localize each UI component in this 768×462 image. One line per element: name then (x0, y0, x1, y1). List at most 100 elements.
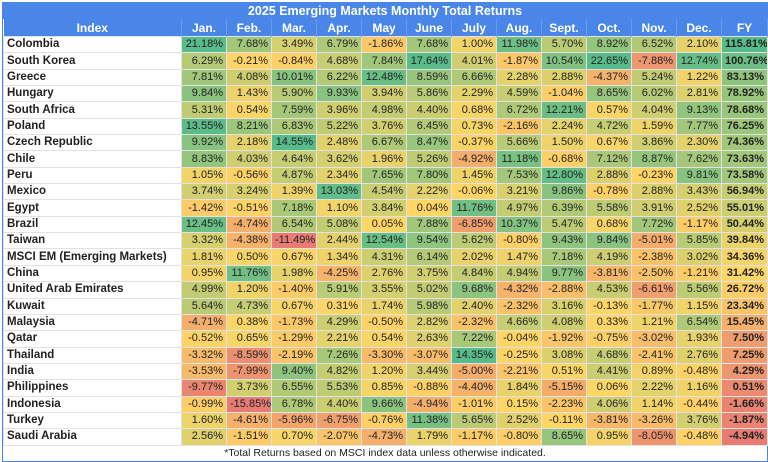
monthly-return-cell: 2.02% (451, 248, 497, 266)
monthly-return-cell: 3.24% (226, 183, 272, 201)
column-header-sept: Sept. (541, 19, 587, 37)
monthly-return-cell: 5.08% (316, 215, 362, 234)
column-header-nov: Nov. (631, 19, 677, 37)
monthly-return-cell: -4.61% (226, 411, 272, 430)
monthly-return-cell: 14.55% (271, 134, 317, 152)
monthly-return-cell: 5.31% (181, 101, 227, 119)
monthly-return-cell: -0.75% (586, 330, 632, 348)
monthly-return-cell: 0.54% (361, 330, 407, 348)
row-label: Egypt (3, 199, 182, 217)
monthly-return-cell: 0.54% (226, 101, 272, 119)
monthly-return-cell: 2.18% (226, 134, 272, 152)
monthly-return-cell: -2.32% (496, 297, 542, 315)
monthly-return-cell: 7.68% (226, 35, 272, 54)
monthly-return-cell: 7.59% (271, 101, 317, 119)
fy-return-cell: 55.01% (721, 199, 768, 217)
fy-return-cell: 0.51% (721, 379, 768, 397)
monthly-return-cell: -9.77% (181, 379, 227, 397)
monthly-return-cell: 0.38% (226, 313, 272, 332)
fy-return-cell: 50.44% (721, 215, 768, 234)
monthly-return-cell: 4.08% (226, 68, 272, 87)
table-row: MSCI EM (Emerging Markets) 1.81% 0.50% 0.67… (3, 248, 768, 266)
monthly-return-cell: -2.23% (541, 395, 587, 413)
monthly-return-cell: 3.76% (361, 117, 407, 136)
monthly-return-cell: 1.39% (271, 183, 317, 201)
monthly-return-cell: 1.60% (181, 411, 227, 430)
monthly-return-cell: 3.55% (361, 281, 407, 299)
monthly-return-cell: 3.32% (181, 232, 227, 250)
monthly-return-cell: -6.85% (451, 215, 497, 234)
monthly-return-cell: 3.21% (496, 183, 542, 201)
monthly-return-cell: 1.93% (676, 330, 722, 348)
monthly-return-cell: 2.82% (406, 313, 452, 332)
row-label: Malaysia (3, 313, 182, 332)
monthly-return-cell: 9.54% (406, 232, 452, 250)
monthly-return-cell: 3.75% (406, 264, 452, 283)
monthly-return-cell: 9.84% (181, 85, 227, 103)
monthly-return-cell: 1.05% (181, 166, 227, 185)
column-header-feb: Feb. (226, 19, 272, 37)
monthly-return-cell: 7.12% (586, 150, 632, 168)
monthly-return-cell: -4.40% (451, 379, 497, 397)
row-label: Colombia (3, 35, 182, 54)
monthly-return-cell: 1.16% (676, 379, 722, 397)
monthly-return-cell: 3.49% (271, 35, 317, 54)
monthly-return-cell: 14.35% (451, 346, 497, 364)
monthly-return-cell: -0.04% (496, 330, 542, 348)
row-label: South Africa (3, 101, 182, 119)
monthly-return-cell: 11.76% (451, 199, 497, 217)
column-header-july: July (451, 19, 497, 37)
monthly-return-cell: 3.43% (676, 183, 722, 201)
monthly-return-cell: 9.68% (451, 281, 497, 299)
monthly-return-cell: 7.53% (496, 166, 542, 185)
monthly-return-cell: 1.14% (631, 395, 677, 413)
monthly-return-cell: -0.23% (631, 166, 677, 185)
monthly-return-cell: 2.81% (676, 85, 722, 103)
monthly-return-cell: 5.02% (406, 281, 452, 299)
monthly-return-cell: -1.17% (676, 215, 722, 234)
monthly-return-cell: 0.73% (451, 117, 497, 136)
row-label: Kuwait (3, 297, 182, 315)
monthly-return-cell: -8.05% (631, 428, 677, 446)
monthly-return-cell: -0.21% (226, 52, 272, 70)
monthly-return-cell: 12.80% (541, 166, 587, 185)
monthly-return-cell: 8.87% (631, 150, 677, 168)
monthly-return-cell: 4.94% (496, 264, 542, 283)
monthly-return-cell: -0.80% (496, 428, 542, 446)
monthly-return-cell: 7.22% (451, 330, 497, 348)
monthly-return-cell: 9.13% (676, 101, 722, 119)
monthly-return-cell: 5.47% (541, 215, 587, 234)
monthly-return-cell: 5.22% (316, 117, 362, 136)
monthly-return-cell: 6.14% (406, 248, 452, 266)
monthly-return-cell: -1.92% (541, 330, 587, 348)
fy-return-cell: 56.94% (721, 183, 768, 201)
table-row: Hungary 9.84% 1.43% 5.90% 9.93% 3.94% 5.86% 2.2… (3, 85, 768, 103)
monthly-return-cell: 10.54% (541, 52, 587, 70)
fy-return-cell: -1.66% (721, 395, 768, 413)
monthly-return-cell: -0.50% (361, 313, 407, 332)
monthly-return-cell: 4.66% (496, 313, 542, 332)
monthly-return-cell: 5.90% (271, 85, 317, 103)
monthly-return-cell: 2.30% (676, 134, 722, 152)
table-row: Qatar -0.52% 0.65% -1.29% 2.21% 0.54% 2.63% 7.2… (3, 330, 768, 348)
table-row: China 0.95% 11.76% 1.98% -4.25% 2.76% 3.75% 4.8… (3, 264, 768, 283)
monthly-return-cell: 2.88% (541, 68, 587, 87)
row-label: South Korea (3, 52, 182, 70)
monthly-return-cell: 0.65% (226, 330, 272, 348)
table-row: Kuwait 5.64% 4.73% 0.67% 0.31% 1.74% 5.98% 2.40… (3, 297, 768, 315)
monthly-return-cell: 9.86% (541, 183, 587, 201)
monthly-return-cell: 5.62% (451, 232, 497, 250)
monthly-return-cell: 0.15% (496, 395, 542, 413)
column-header-mar: Mar. (271, 19, 317, 37)
monthly-return-cell: 12.74% (676, 52, 722, 70)
monthly-return-cell: 6.52% (631, 35, 677, 54)
monthly-return-cell: 0.31% (316, 297, 362, 315)
monthly-return-cell: 7.18% (271, 199, 317, 217)
monthly-return-cell: -0.51% (226, 199, 272, 217)
fy-return-cell: 78.68% (721, 101, 768, 119)
monthly-return-cell: 12.54% (361, 232, 407, 250)
column-header-apr: Apr. (316, 19, 362, 37)
monthly-return-cell: 0.70% (271, 428, 317, 446)
monthly-return-cell: 0.57% (586, 101, 632, 119)
fy-return-cell: 73.63% (721, 150, 768, 168)
